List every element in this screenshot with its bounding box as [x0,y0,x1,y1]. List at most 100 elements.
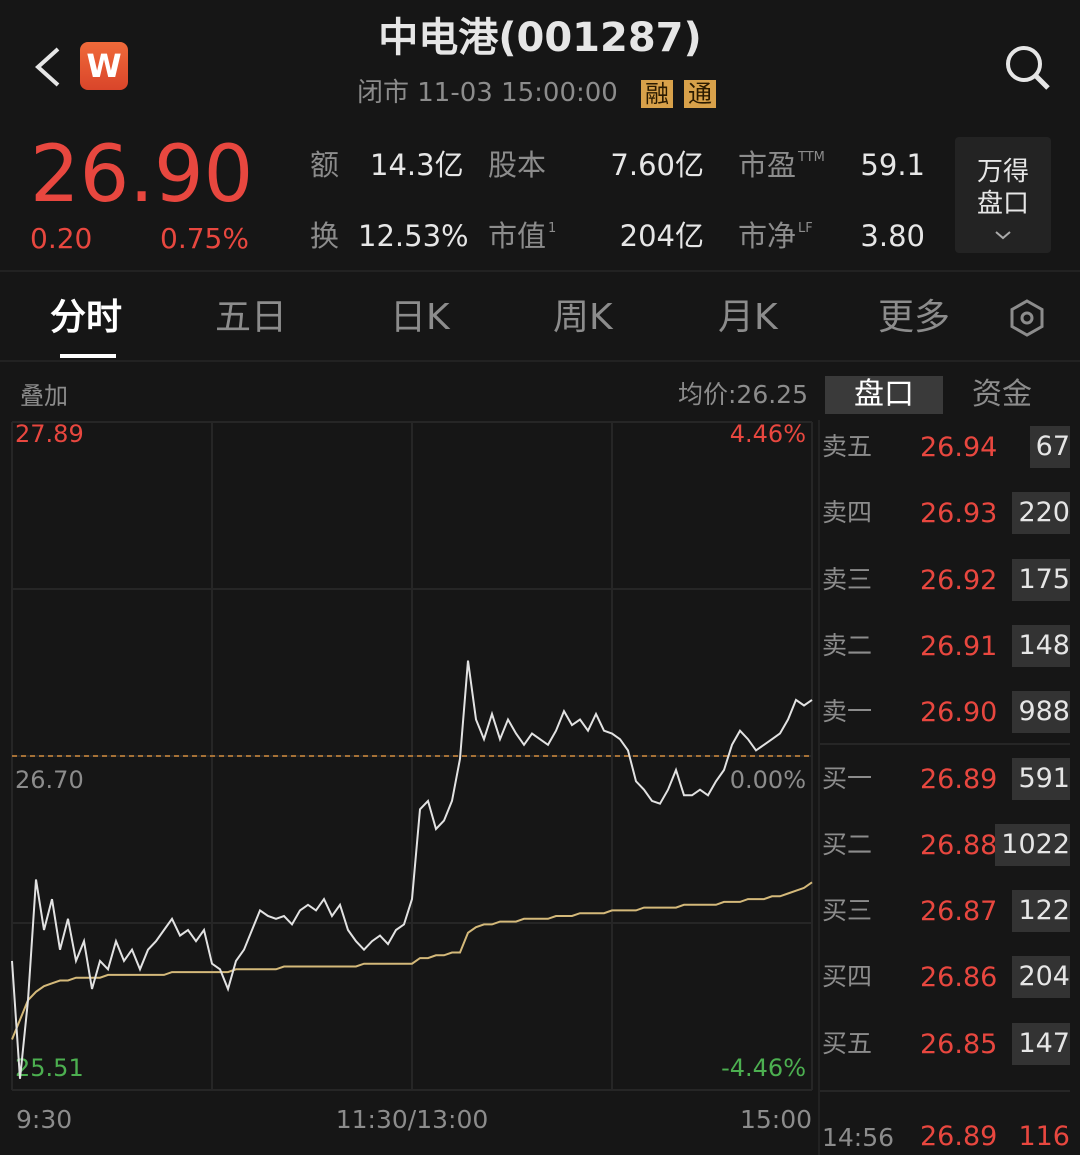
price-line [11,660,813,1079]
volume-box: 204 [1012,956,1070,999]
y-tick-label: 25.51 [15,1054,84,1082]
price-line [11,881,813,1040]
volume-box: 591 [1012,757,1070,800]
back-button[interactable] [30,45,66,89]
x-tick-label: 11:30/13:00 [336,1105,489,1134]
order-price: 26.89 [920,763,998,795]
panel-tab[interactable]: 资金 [972,377,1032,412]
y-tick-label: 26.70 [15,766,84,794]
y2-tick-label: 0.00% [730,766,806,794]
order-label: 卖四 [822,498,873,528]
volume-box: 988 [1012,691,1070,734]
tab[interactable]: 分时 [50,297,123,338]
order-volume: 122 [1018,895,1070,927]
order-price: 26.88 [920,829,998,861]
y2-tick-label: -4.46% [721,1054,806,1082]
stat-label: 额 [310,148,340,182]
volume-box: 148 [1012,624,1070,667]
trade-time: 14:56 [822,1123,895,1152]
tag: 融 [641,80,673,108]
stat-value: 14.3亿 [370,148,464,182]
order-price: 26.93 [920,498,998,530]
order-price: 26.91 [920,630,998,662]
order-volume: 147 [1018,1027,1070,1059]
last-price: 26.90 [30,130,254,220]
intraday-chart: 27.89 26.70 25.51 4.46% 0.00% -4.46% 9:30 11:30… [11,420,813,1134]
order-price: 26.87 [920,896,998,928]
settings-button[interactable] [1008,299,1046,337]
tab-indicator [60,354,116,358]
order-label: 卖一 [822,697,873,727]
stat-value: 7.60亿 [610,148,704,182]
volume-box: 147 [1012,1022,1070,1065]
stat-value: 3.80 [860,219,925,253]
order-label: 卖五 [822,432,873,461]
stat-sup: 1 [548,221,557,236]
order-label: 卖三 [822,564,873,594]
order-volume: 220 [1018,497,1070,529]
app-logo: W [80,42,128,90]
order-volume: 175 [1018,563,1070,595]
order-label: 卖二 [822,630,873,660]
tag: 通 [684,80,716,108]
stat-sup: TTM [798,150,825,165]
order-volume: 67 [1035,431,1070,462]
order-price: 26.86 [920,962,998,994]
order-label: 买四 [822,962,873,992]
average-price: 均价:26.25 [678,380,808,409]
trade-volume: 116 [1018,1121,1070,1152]
stat-label: 换 [310,219,340,253]
stat-label-text: 市值 [488,219,547,253]
order-price: 26.92 [920,564,998,596]
tab[interactable]: 周K [553,297,613,338]
order-label: 买二 [822,829,873,859]
divider [818,420,820,1155]
stat-label: 市值 1 [488,222,556,251]
order-volume: 148 [1018,629,1070,661]
tab[interactable]: 月K [718,297,778,338]
order-price: 26.94 [920,432,998,463]
trade-price: 26.89 [920,1121,998,1152]
stat-value: 59.1 [860,148,925,182]
divider [0,360,1080,362]
y-tick-label: 27.89 [15,420,84,448]
order-label: 买一 [822,763,873,793]
order-label: 买三 [822,896,873,926]
stat-label: 股本 [488,148,547,182]
market-status: 闭市 11-03 15:00:00 [357,78,618,108]
stat-value: 204亿 [619,219,704,253]
search-button[interactable] [1002,42,1052,92]
x-tick-label: 9:30 [16,1105,72,1134]
stat-label-text: 市盈 [738,148,797,182]
panel-tab[interactable]: 盘口 [825,376,943,414]
stock-title: 中电港(001287) [378,15,702,61]
order-volume: 1022 [1001,828,1070,860]
stat-label: 市净 LF [738,222,813,251]
volume-box: 122 [1012,890,1070,933]
volume-box: 220 [1012,492,1070,535]
button-text: 万得 [977,157,1030,187]
order-price: 26.90 [920,697,998,729]
x-tick-label: 15:00 [740,1105,812,1134]
overlay-button[interactable]: 叠加 [20,382,68,410]
wind-orderbook-button[interactable]: 万得 盘口 [955,137,1051,253]
volume-box: 175 [1012,558,1070,601]
stat-value: 12.53% [358,219,469,253]
price-change: 0.20 [30,222,93,255]
tab[interactable]: 更多 [878,297,951,338]
order-volume: 988 [1018,696,1070,728]
tab[interactable]: 五日 [215,297,288,338]
tab[interactable]: 日K [390,297,450,338]
button-text: 盘口 [977,189,1030,219]
stat-sup: LF [798,221,813,236]
divider [0,270,1080,272]
divider [820,1090,1070,1092]
y2-tick-label: 4.46% [730,420,806,448]
stat-label-text: 市净 [738,219,797,253]
volume-box: 1022 [995,823,1070,866]
order-price: 26.85 [920,1028,998,1060]
divider [820,743,1070,746]
order-book: 卖五 26.94 67 卖四 26.93 220 卖三 26.92 175 卖二 26.91 148 卖… [820,420,1080,1155]
order-volume: 204 [1018,961,1070,993]
